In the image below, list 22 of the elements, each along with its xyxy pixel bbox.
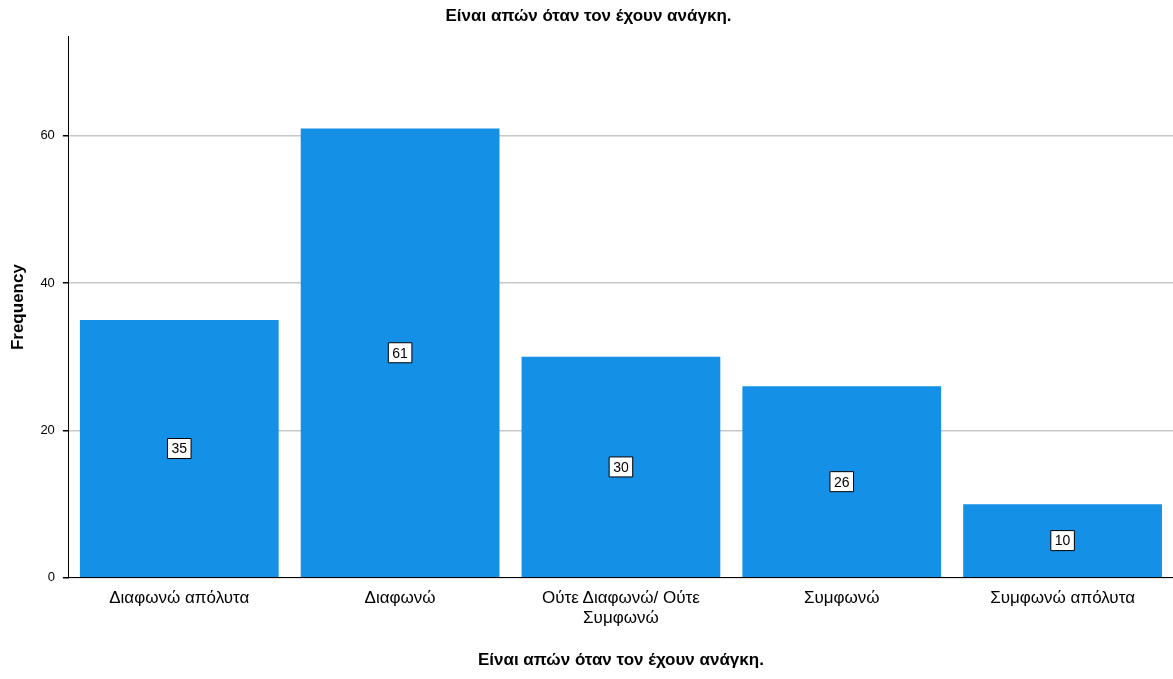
data-label: 61 [392,344,409,361]
x-tick-label: Ούτε Διαφωνώ/ Ούτε Συμφωνώ [541,587,701,628]
bar [521,356,721,578]
y-axis-title: Frequency [7,263,27,351]
chart-title: Είναι απών όταν τον έχουν ανάγκη. [445,5,732,25]
bar [963,504,1162,578]
x-tick-label: Διαφωνώ [364,587,436,607]
data-label: 26 [833,473,850,490]
y-tick-label: 60 [40,127,55,143]
y-tick-label: 20 [40,422,55,438]
data-label: 30 [613,458,629,475]
y-tick-label: 0 [47,569,55,585]
x-axis-title: Είναι απών όταν τον έχουν ανάγκη. [477,650,764,670]
data-label: 10 [1054,532,1071,549]
bar [79,319,279,578]
y-tick-label: 40 [40,274,55,290]
x-tick-label: Διαφωνώ απόλυτα [109,587,250,607]
x-tick-label: Συμφωνώ απόλυτα [990,587,1136,607]
x-tick-label: Συμφωνώ [803,587,880,607]
data-label: 35 [171,440,188,457]
bar [742,386,942,578]
bar [300,128,500,578]
